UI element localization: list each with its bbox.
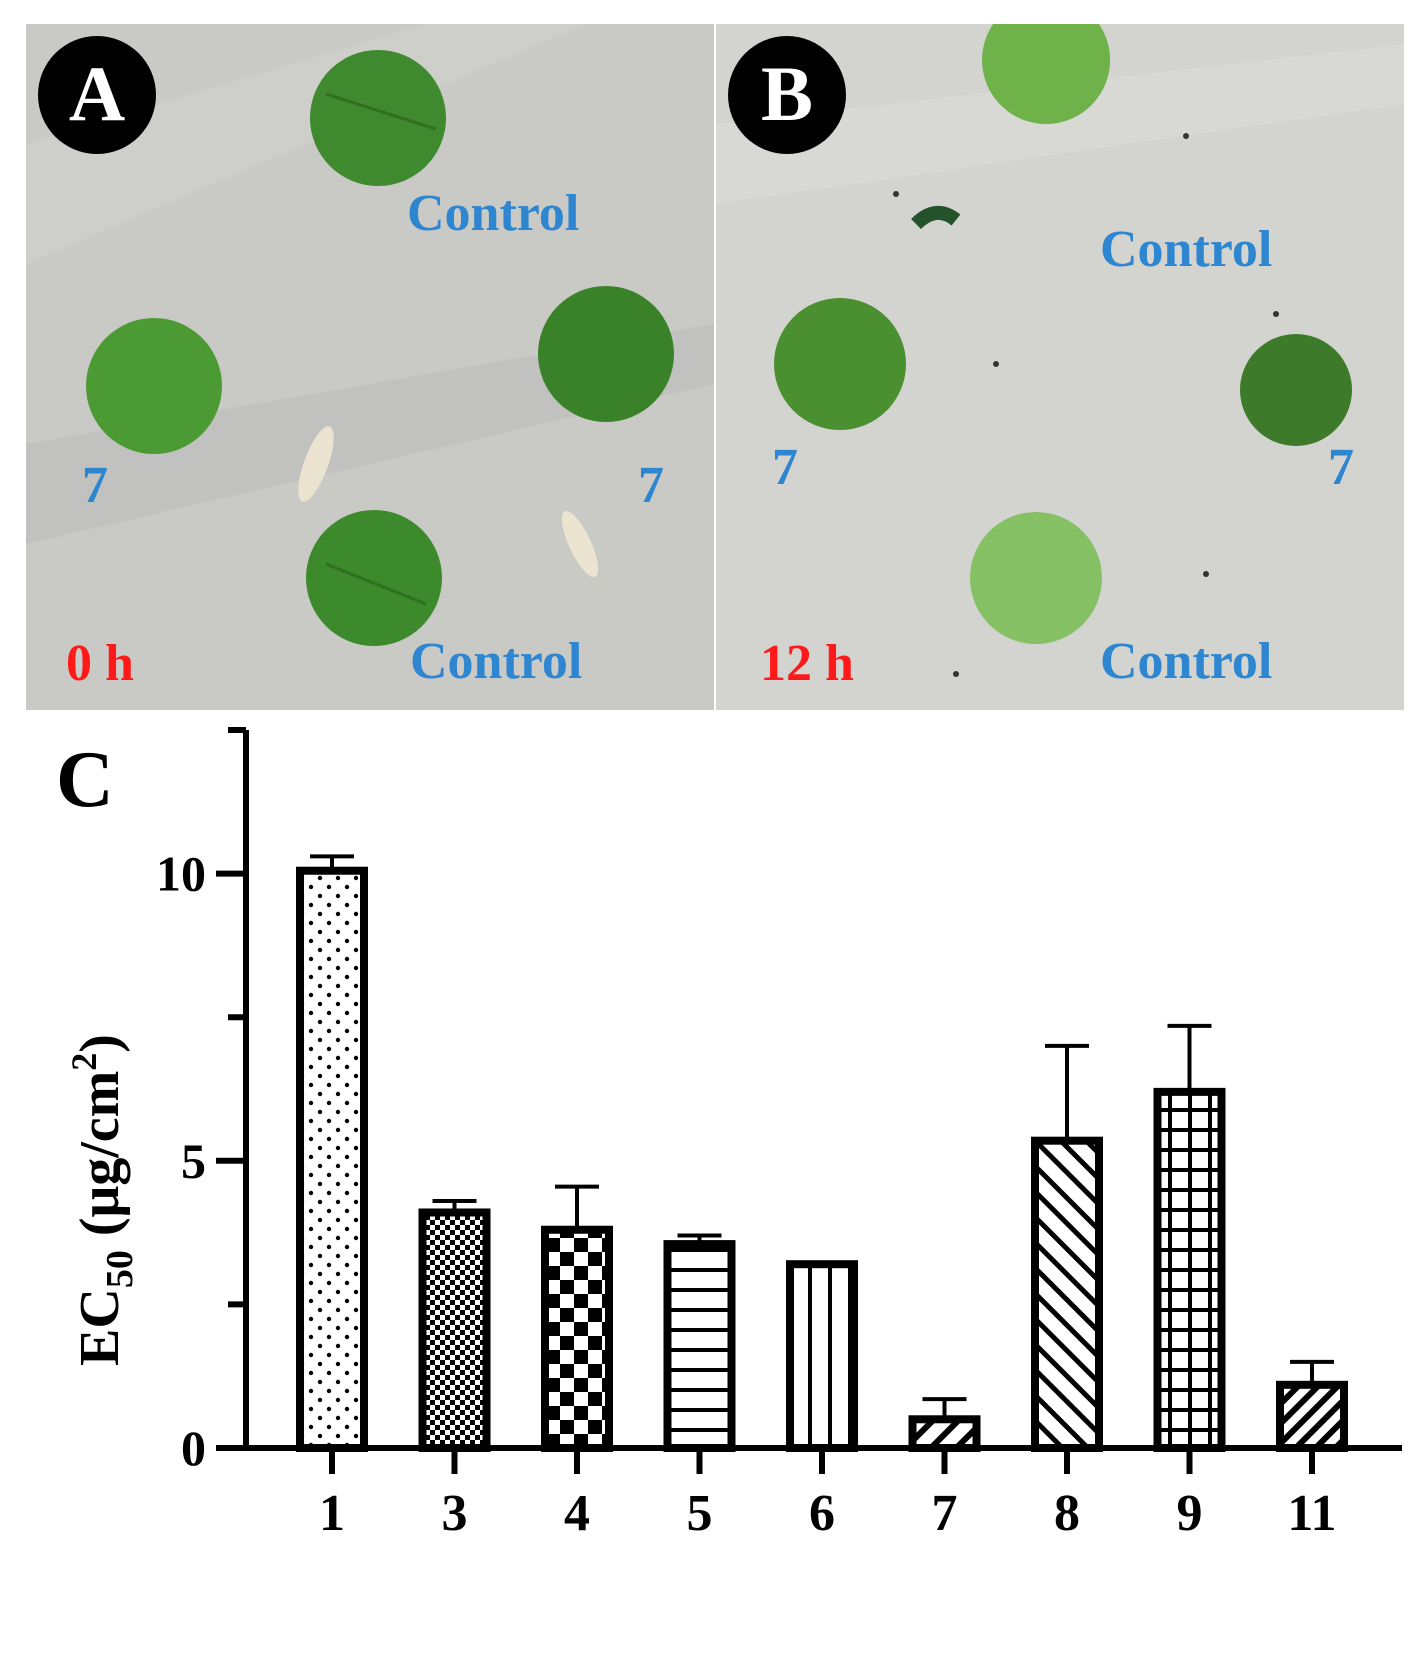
bar-4: [541, 1225, 613, 1452]
y-axis-label: EC50 (μg/cm2): [64, 1034, 141, 1366]
label-compound-left: 7: [772, 439, 798, 496]
label-compound-right: 7: [638, 457, 664, 514]
leaf-disc: [86, 318, 222, 454]
label-control-top: Control: [407, 185, 580, 242]
bar-chart: 0 5 10 1 3 4 5 6 7 8 9 11 EC50 (μg/cm2): [64, 727, 1402, 1542]
label-compound-left: 7: [82, 457, 108, 514]
y-tick-label: 5: [181, 1133, 206, 1189]
bar-9: [1153, 1087, 1226, 1452]
leaf-disc: [306, 510, 442, 646]
larva: [911, 206, 961, 230]
bar-8: [1031, 1136, 1103, 1452]
label-compound-right: 7: [1328, 439, 1354, 496]
label-control-top: Control: [1100, 221, 1273, 278]
x-tick-label: 8: [1054, 1485, 1080, 1542]
panel-b-badge: B: [728, 36, 846, 154]
photo-a-image: [26, 24, 714, 710]
x-tick-label: 4: [564, 1485, 590, 1542]
bar-5: [663, 1240, 736, 1453]
larva: [561, 511, 599, 577]
bar-1: [296, 866, 368, 1452]
x-tick-label: 11: [1287, 1485, 1336, 1542]
label-time: 12 h: [760, 635, 854, 692]
bar-6: [786, 1260, 858, 1453]
bar-7: [908, 1415, 981, 1453]
leaf-disc: [774, 298, 906, 430]
label-control-bottom: Control: [1100, 633, 1273, 690]
eaten-leaf-disc: [982, 24, 1111, 124]
x-tick-label: 9: [1177, 1485, 1203, 1542]
x-tick-label: 3: [442, 1485, 468, 1542]
photo-b-image: [716, 24, 1404, 710]
leaf-disc: [1240, 334, 1352, 446]
label-time: 0 h: [66, 635, 134, 692]
label-control-bottom: Control: [410, 633, 583, 690]
x-tick-label: 1: [319, 1485, 345, 1542]
y-tick-label: 10: [156, 846, 206, 902]
leaf-disc: [310, 50, 446, 186]
photo-panel-a: A Control 7 7 Control 0 h: [26, 24, 714, 710]
panel-a-badge: A: [38, 36, 156, 154]
x-tick-label: 5: [687, 1485, 713, 1542]
larva: [298, 426, 334, 502]
y-tick-label: 0: [181, 1420, 206, 1476]
x-tick-label: 7: [932, 1485, 958, 1542]
photo-panel-b: B Control 7 7 Control 12 h: [716, 24, 1404, 710]
x-tick-label: 6: [809, 1485, 835, 1542]
bar-3: [418, 1208, 491, 1452]
panel-c-letter: C: [56, 736, 114, 824]
leaf-disc: [538, 286, 674, 422]
bar-11: [1276, 1380, 1348, 1452]
eaten-leaf-disc: [970, 512, 1102, 644]
